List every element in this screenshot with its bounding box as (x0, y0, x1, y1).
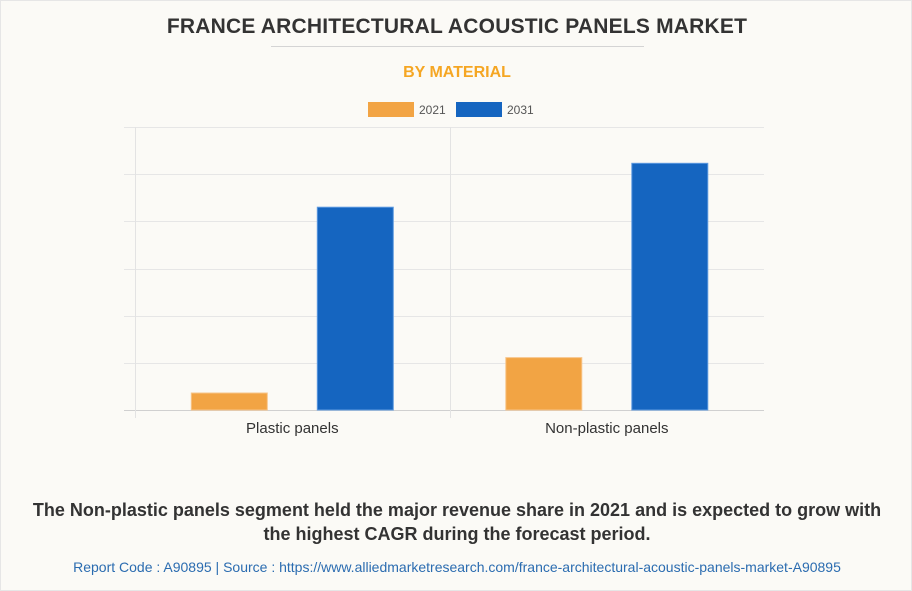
bar-chart: Plastic panels Non-plastic panels (124, 127, 764, 437)
bar-plastic-panels-2031[interactable] (316, 206, 394, 411)
source-footer[interactable]: Report Code : A90895 | Source : https://… (73, 559, 841, 575)
legend-swatch-2021 (368, 102, 414, 117)
x-tick-label: Non-plastic panels (545, 420, 668, 437)
bars (190, 162, 709, 411)
legend: 2021 2031 (1, 101, 912, 118)
title-divider (271, 46, 644, 47)
bar-non-plastic-panels-2031[interactable] (631, 162, 709, 411)
legend-label-2031: 2031 (507, 102, 534, 117)
legend-swatch-2031 (456, 102, 502, 117)
chart-caption: The Non-plastic panels segment held the … (32, 500, 882, 544)
x-axis-labels: Plastic panels Non-plastic panels (246, 420, 668, 437)
legend-item-2021[interactable]: 2021 (368, 101, 446, 118)
chart-title: FRANCE ARCHITECTURAL ACOUSTIC PANELS MAR… (166, 15, 748, 38)
legend-label-2021: 2021 (419, 102, 446, 117)
chart-subtitle: BY MATERIAL (403, 64, 511, 81)
bar-non-plastic-panels-2021[interactable] (505, 357, 583, 411)
legend-item-2031[interactable]: 2031 (456, 101, 534, 118)
x-tick-label: Plastic panels (246, 420, 339, 437)
bar-plastic-panels-2021[interactable] (190, 392, 268, 411)
